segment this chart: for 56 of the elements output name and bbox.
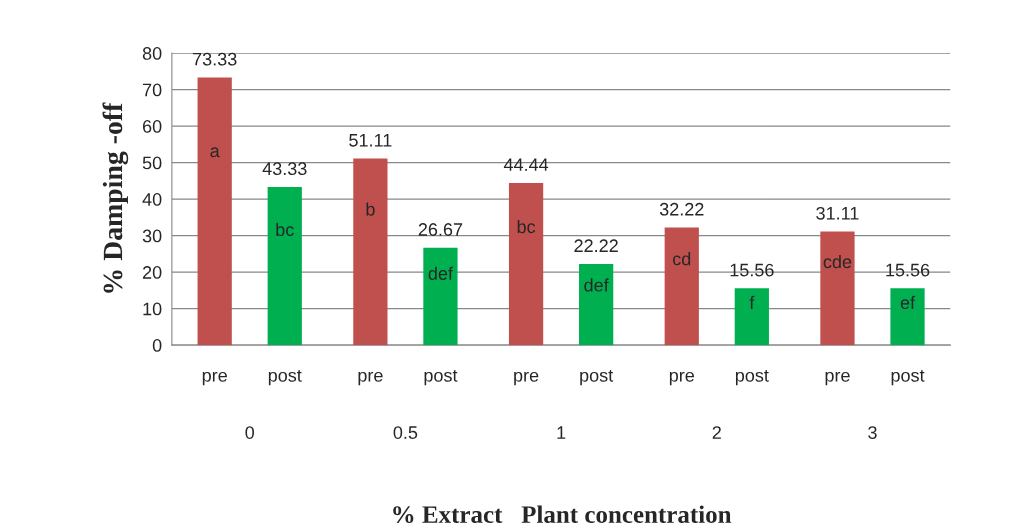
bar bbox=[423, 247, 458, 346]
series-label: pre bbox=[202, 371, 227, 386]
y-tick-label: 60 bbox=[142, 120, 162, 133]
bar bbox=[664, 227, 699, 346]
data-label: 31.11 bbox=[816, 206, 859, 220]
y-tick-label: 40 bbox=[142, 193, 162, 206]
annotation: def bbox=[428, 266, 454, 280]
y-tick-label: 20 bbox=[142, 266, 162, 279]
text: pre bbox=[669, 371, 695, 386]
annotation: ef bbox=[900, 295, 916, 310]
y-tick-label: 30 bbox=[142, 229, 162, 243]
bar bbox=[508, 182, 544, 346]
x-axis-title: % Extract Plant concentration bbox=[393, 505, 732, 524]
y-tick-label: 70 bbox=[142, 83, 162, 97]
text: post bbox=[424, 369, 458, 386]
data-label: 44.44 bbox=[503, 158, 549, 171]
y-axis-title: % Damping -off bbox=[102, 102, 129, 293]
annotation: def bbox=[584, 278, 609, 292]
data-label: 15.56 bbox=[886, 263, 930, 277]
series-label: post bbox=[268, 369, 302, 386]
bar bbox=[267, 186, 302, 346]
annotation: b bbox=[366, 202, 375, 216]
text: post bbox=[735, 369, 769, 386]
x-tick-label: 0 bbox=[245, 426, 255, 439]
annotation: cd bbox=[673, 252, 691, 266]
annotation: bc bbox=[517, 219, 536, 234]
data-label: 22.22 bbox=[574, 239, 618, 252]
text: pre bbox=[514, 371, 539, 386]
data-label: 15.56 bbox=[730, 263, 774, 277]
data-label: 43.33 bbox=[262, 162, 307, 176]
bar bbox=[579, 264, 614, 346]
bar bbox=[820, 231, 855, 346]
y-tick-label: 10 bbox=[143, 302, 162, 316]
text: post bbox=[891, 369, 925, 386]
x-tick-label: 0.5 bbox=[393, 426, 418, 439]
y-tick-label: 0 bbox=[152, 339, 162, 352]
x-tick-label: 2 bbox=[712, 426, 721, 439]
y-tick-label: 50 bbox=[142, 156, 162, 170]
bar bbox=[890, 288, 925, 346]
x-tick-label: 1 bbox=[557, 426, 566, 439]
y-tick-label: 80 bbox=[142, 47, 162, 60]
data-label: 32.22 bbox=[659, 202, 704, 216]
data-label: 73.33 bbox=[193, 52, 237, 66]
annotation: a bbox=[210, 147, 220, 158]
text: pre bbox=[358, 371, 383, 386]
text: post bbox=[580, 369, 614, 386]
bar bbox=[197, 77, 232, 346]
annotation: f bbox=[749, 295, 755, 309]
data-label: 51.11 bbox=[349, 134, 392, 147]
bar bbox=[353, 158, 388, 346]
data-label: 26.67 bbox=[418, 223, 463, 236]
annotation: bc bbox=[276, 222, 294, 237]
x-tick-label: 3 bbox=[868, 426, 877, 439]
annotation: cde bbox=[823, 254, 852, 269]
text: pre bbox=[825, 371, 850, 386]
bar bbox=[734, 288, 769, 346]
